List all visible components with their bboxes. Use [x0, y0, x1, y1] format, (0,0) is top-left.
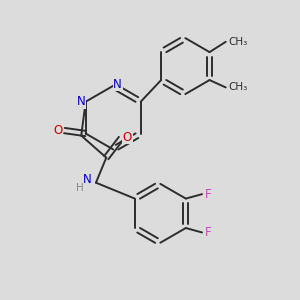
Text: CH₃: CH₃ [229, 82, 248, 92]
Text: F: F [205, 188, 212, 201]
Text: N: N [113, 78, 122, 91]
Text: O: O [123, 130, 132, 143]
Text: O: O [53, 124, 63, 137]
Text: H: H [76, 183, 84, 193]
Text: N: N [77, 95, 85, 108]
Text: F: F [205, 226, 212, 239]
Text: N: N [83, 173, 92, 186]
Text: CH₃: CH₃ [229, 37, 248, 47]
